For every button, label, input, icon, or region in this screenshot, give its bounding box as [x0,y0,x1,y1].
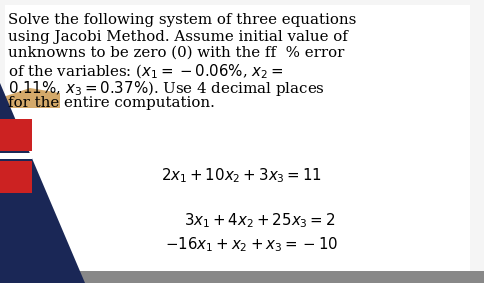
Text: $2x_1 + 10x_2 + 3x_3 = 11$: $2x_1 + 10x_2 + 3x_3 = 11$ [161,167,322,185]
Polygon shape [0,88,60,108]
Polygon shape [0,83,85,283]
Text: Solve the following system of three equations: Solve the following system of three equa… [8,13,356,27]
Bar [0,161,32,193]
Bar [0,153,32,159]
Text: $0.11\%$, $x_3 = 0.37\%$). Use 4 decimal places: $0.11\%$, $x_3 = 0.37\%$). Use 4 decimal… [8,79,324,98]
Text: $-16x_1 + x_2 + x_3 = -10$: $-16x_1 + x_2 + x_3 = -10$ [165,236,338,254]
Text: using Jacobi Method. Assume initial value of: using Jacobi Method. Assume initial valu… [8,29,347,44]
Text: $3x_1 + 4x_2 + 25x_3 = 2$: $3x_1 + 4x_2 + 25x_3 = 2$ [184,212,335,230]
Bar [0,271,484,283]
Text: unknowns to be zero (0) with the ff  % error: unknowns to be zero (0) with the ff % er… [8,46,344,60]
Text: for the entire computation.: for the entire computation. [8,95,214,110]
Text: of the variables: ($x_1 = -0.06\%$, $x_2 =$: of the variables: ($x_1 = -0.06\%$, $x_2… [8,63,283,81]
Bar [0,119,32,151]
